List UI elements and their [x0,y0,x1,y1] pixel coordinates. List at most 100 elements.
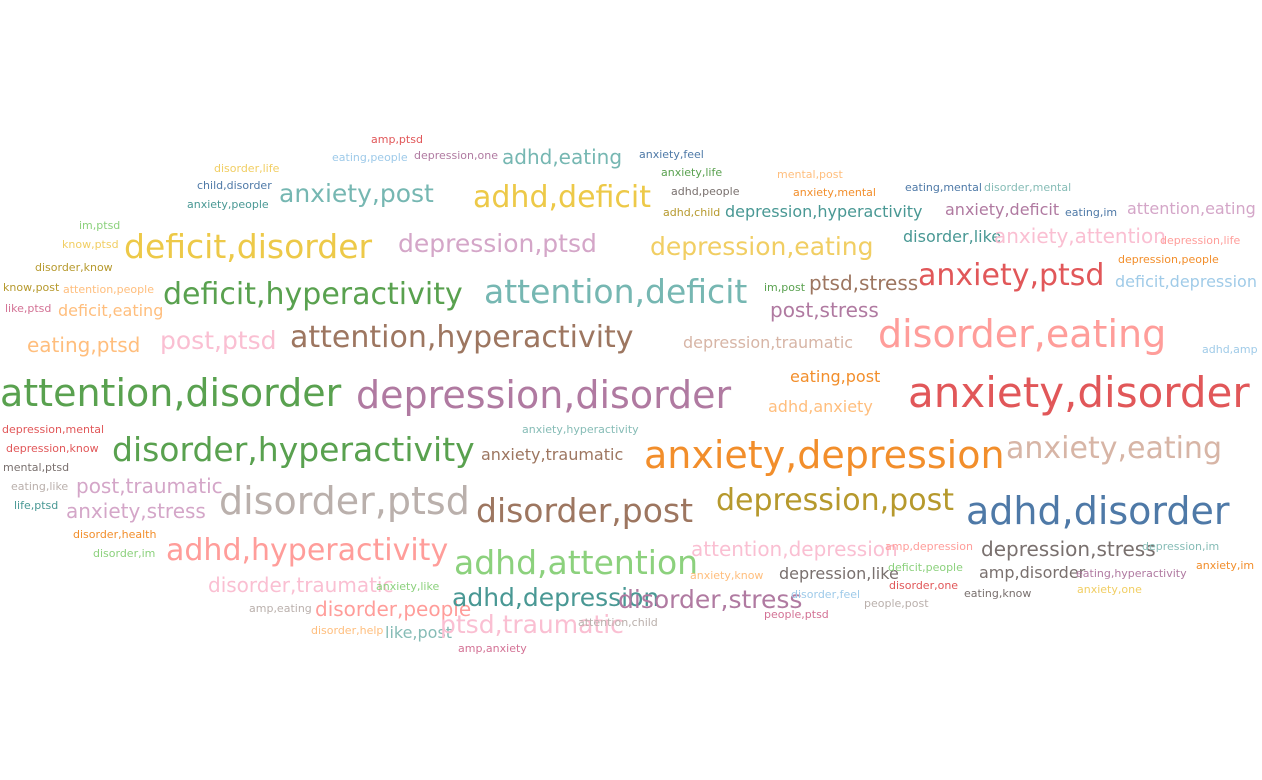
cloud-word: attention,deficit [484,271,748,311]
cloud-word: anxiety,disorder [908,368,1250,418]
cloud-word: child,disorder [197,179,272,193]
cloud-word: depression,post [716,483,954,518]
cloud-word: attention,hyperactivity [290,320,634,355]
cloud-word: people,post [864,597,929,611]
cloud-word: disorder,life [214,162,280,176]
cloud-word: life,ptsd [14,499,59,513]
cloud-word: anxiety,im [1196,559,1255,573]
cloud-word: disorder,know [35,261,113,275]
cloud-word: anxiety,feel [639,148,704,162]
cloud-word: adhd,people [671,185,740,199]
cloud-word: adhd,child [663,206,721,220]
cloud-word: amp,ptsd [371,133,423,147]
cloud-word: anxiety,traumatic [481,445,624,465]
cloud-word: deficit,eating [58,301,164,321]
cloud-word: anxiety,mental [793,186,876,200]
cloud-word: amp,disorder [979,563,1086,583]
cloud-word: depression,mental [2,423,105,437]
cloud-word: deficit,depression [1115,272,1257,292]
cloud-word: depression,people [1118,253,1219,267]
cloud-word: anxiety,hyperactivity [522,423,639,437]
cloud-word: disorder,traumatic [208,573,394,597]
cloud-word: attention,disorder [0,370,342,415]
cloud-word: post,stress [770,298,879,322]
cloud-word: ptsd,traumatic [440,610,624,639]
cloud-word: attention,people [63,283,154,297]
cloud-word: eating,ptsd [27,333,141,357]
cloud-word: disorder,im [93,547,156,561]
cloud-word: deficit,people [888,561,963,575]
cloud-word: depression,hyperactivity [725,202,923,222]
cloud-word: depression,know [6,442,99,456]
cloud-word: adhd,eating [502,145,623,169]
cloud-word: disorder,eating [878,311,1167,356]
cloud-word: know,post [3,281,60,295]
cloud-word: like,post [385,623,453,643]
cloud-word: anxiety,people [187,198,269,212]
cloud-word: deficit,hyperactivity [163,277,463,312]
cloud-word: depression,ptsd [398,229,597,258]
cloud-word: amp,eating [249,602,312,616]
cloud-word: anxiety,one [1077,583,1142,597]
cloud-word: disorder,people [315,597,472,621]
cloud-word: eating,like [11,480,69,494]
cloud-word: eating,hyperactivity [1076,567,1187,581]
cloud-word: disorder,feel [791,588,861,602]
cloud-word: disorder,hyperactivity [112,429,475,469]
cloud-word: amp,depression [885,540,973,554]
cloud-word: im,post [764,281,806,295]
cloud-word: disorder,mental [984,181,1072,195]
cloud-word: mental,post [777,168,843,182]
cloud-word: depression,im [1142,540,1220,554]
cloud-word: post,traumatic [76,474,223,498]
cloud-word: depression,stress [981,537,1156,561]
cloud-word: ptsd,stress [809,271,919,295]
cloud-word: attention,eating [1127,199,1256,219]
cloud-word: depression,traumatic [683,333,854,353]
cloud-word: depression,life [1160,234,1241,248]
cloud-word: disorder,help [311,624,384,638]
cloud-word: eating,mental [905,181,982,195]
cloud-word: eating,im [1065,206,1118,220]
cloud-word: eating,post [790,367,881,387]
cloud-word: eating,people [332,151,408,165]
cloud-word: adhd,anxiety [768,397,873,417]
cloud-word: disorder,stress [618,585,803,614]
cloud-word: disorder,one [889,579,959,593]
cloud-word: mental,ptsd [3,461,70,475]
cloud-word: anxiety,life [661,166,723,180]
cloud-word: adhd,hyperactivity [166,533,449,568]
cloud-word: like,ptsd [5,302,52,316]
cloud-word: anxiety,post [279,179,434,208]
cloud-word: people,ptsd [764,608,829,622]
cloud-word: im,ptsd [79,219,121,233]
cloud-word: eating,know [964,587,1032,601]
cloud-word: anxiety,attention [994,224,1166,248]
cloud-word: anxiety,stress [66,499,206,523]
cloud-word: disorder,health [73,528,157,542]
cloud-word: adhd,depression [452,583,660,612]
cloud-word: amp,anxiety [458,642,527,656]
cloud-word: adhd,amp [1202,343,1258,357]
cloud-word: anxiety,depression [644,432,1005,477]
cloud-word: depression,disorder [356,372,732,417]
cloud-word: depression,eating [650,232,874,261]
cloud-word: disorder,post [476,490,694,530]
cloud-word: anxiety,know [690,569,764,583]
cloud-word: depression,like [779,564,899,584]
cloud-word: adhd,attention [454,542,699,582]
cloud-word: depression,one [414,149,498,163]
cloud-word: adhd,disorder [966,488,1230,533]
cloud-word: anxiety,ptsd [918,258,1105,293]
cloud-word: anxiety,deficit [945,200,1060,220]
cloud-word: anxiety,like [376,580,440,594]
cloud-word: know,ptsd [62,238,119,252]
cloud-word: post,ptsd [160,326,277,355]
cloud-word: attention,child [578,616,658,630]
cloud-word: deficit,disorder [124,226,373,266]
cloud-word: adhd,deficit [473,180,652,215]
cloud-word: attention,depression [691,537,898,561]
cloud-word: disorder,like [903,227,1002,247]
cloud-word: anxiety,eating [1006,431,1222,466]
